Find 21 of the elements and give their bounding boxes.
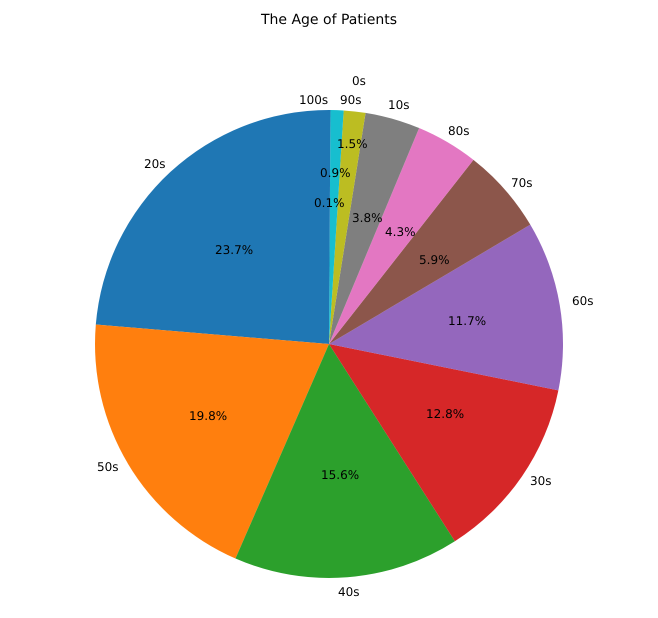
- slice-label: 0s: [352, 74, 366, 88]
- slice-label: 70s: [511, 176, 533, 190]
- data-label: 23.7%: [215, 243, 254, 257]
- data-label: 15.6%: [321, 468, 360, 482]
- slice-label: 100s: [299, 93, 328, 107]
- data-label: 5.9%: [419, 253, 450, 267]
- slice-label: 10s: [388, 98, 410, 112]
- pie-slice: [329, 224, 563, 390]
- data-label: 19.8%: [189, 409, 228, 423]
- slice-label: 30s: [530, 474, 552, 488]
- data-label: 12.8%: [426, 407, 464, 421]
- slice-label: 50s: [97, 460, 119, 474]
- data-label: 11.7%: [448, 314, 486, 328]
- slice-label: 20s: [144, 157, 166, 171]
- chart-title: The Age of Patients: [260, 12, 398, 28]
- data-label: 4.3%: [385, 225, 416, 239]
- slice-label: 80s: [448, 124, 470, 138]
- slice-label: 60s: [572, 294, 594, 308]
- slice-label: 90s: [340, 93, 362, 107]
- slice-label: 40s: [338, 585, 360, 599]
- data-label: 3.8%: [352, 211, 382, 225]
